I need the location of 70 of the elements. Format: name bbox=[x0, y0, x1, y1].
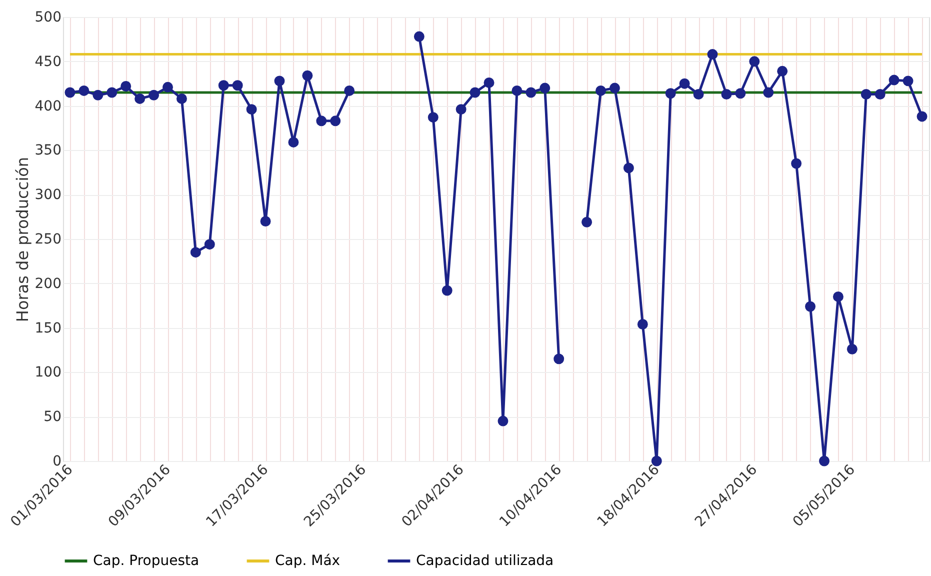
point bbox=[916, 111, 928, 122]
point bbox=[637, 319, 648, 330]
point bbox=[679, 78, 690, 89]
y-tick-label: 250 bbox=[34, 232, 62, 248]
point bbox=[442, 285, 452, 296]
point bbox=[274, 76, 285, 86]
point bbox=[721, 89, 732, 100]
point bbox=[860, 89, 872, 100]
y-tick-label: 500 bbox=[34, 10, 62, 26]
point bbox=[540, 82, 550, 94]
point bbox=[232, 80, 243, 91]
legend-label: Cap. Propuesta bbox=[93, 553, 200, 569]
point bbox=[330, 116, 341, 126]
point bbox=[470, 87, 480, 98]
point bbox=[665, 88, 676, 99]
legend-label: Cap. Máx bbox=[275, 553, 340, 569]
point bbox=[735, 88, 746, 99]
point bbox=[805, 301, 816, 312]
point bbox=[526, 87, 536, 98]
y-tick-label: 150 bbox=[34, 320, 62, 336]
point bbox=[64, 87, 76, 98]
point bbox=[316, 116, 327, 126]
point bbox=[609, 82, 620, 94]
y-axis-title: Horas de producción bbox=[12, 156, 32, 322]
point bbox=[260, 216, 271, 226]
point bbox=[176, 93, 187, 104]
point bbox=[190, 247, 201, 258]
point bbox=[596, 85, 606, 96]
point bbox=[288, 136, 299, 148]
y-tick-label: 350 bbox=[34, 142, 62, 159]
point bbox=[888, 74, 900, 86]
y-tick-label: 450 bbox=[34, 54, 62, 70]
point bbox=[428, 112, 438, 123]
point bbox=[218, 80, 229, 91]
point bbox=[204, 239, 215, 250]
point bbox=[707, 49, 718, 60]
point bbox=[512, 85, 522, 96]
point bbox=[749, 56, 760, 67]
point bbox=[693, 89, 704, 100]
point bbox=[92, 90, 104, 100]
point bbox=[456, 104, 466, 115]
y-tick-label: 100 bbox=[34, 364, 62, 381]
y-tick-label: 50 bbox=[44, 409, 62, 426]
y-tick-label: 0 bbox=[52, 454, 62, 470]
point bbox=[582, 216, 592, 228]
point bbox=[78, 85, 90, 96]
y-tick-label: 400 bbox=[34, 98, 62, 114]
point bbox=[832, 291, 844, 302]
point bbox=[791, 158, 802, 169]
point bbox=[498, 416, 508, 426]
point bbox=[120, 81, 132, 92]
y-tick-label: 300 bbox=[34, 187, 62, 204]
point bbox=[763, 87, 774, 98]
point bbox=[162, 82, 173, 92]
point bbox=[414, 31, 424, 42]
legend-label: Capacidad utilizada bbox=[416, 553, 554, 569]
point bbox=[623, 162, 634, 174]
point bbox=[134, 93, 146, 104]
point bbox=[554, 354, 564, 364]
point bbox=[148, 90, 160, 100]
point bbox=[846, 344, 858, 354]
y-tick-label: 200 bbox=[34, 276, 62, 292]
point bbox=[902, 76, 914, 86]
point bbox=[484, 77, 494, 88]
point bbox=[874, 89, 886, 100]
point bbox=[344, 85, 355, 96]
point bbox=[302, 70, 313, 81]
point bbox=[106, 87, 118, 98]
point bbox=[246, 104, 257, 115]
point bbox=[777, 66, 788, 76]
